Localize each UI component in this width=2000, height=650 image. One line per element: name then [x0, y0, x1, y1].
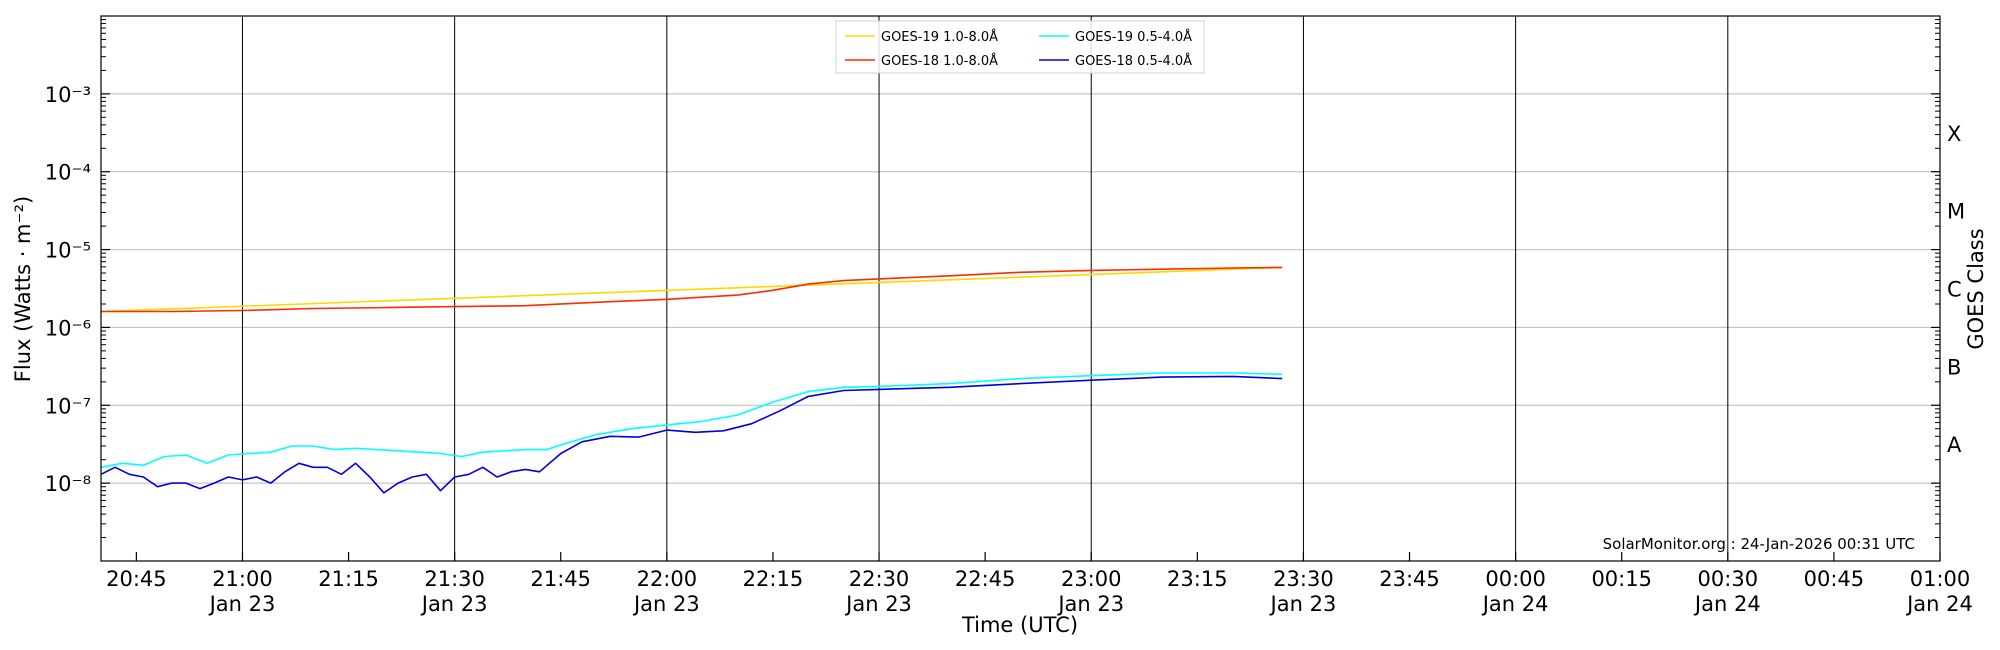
- x-axis-title: Time (UTC): [961, 613, 1078, 637]
- x-tick-date-label: Jan 23: [844, 592, 912, 616]
- x-tick-label: 21:15: [318, 567, 379, 591]
- grid: [101, 16, 1941, 561]
- x-tick-label: 23:15: [1167, 567, 1228, 591]
- goes-class-label: M: [1947, 200, 1965, 224]
- series-line: [100, 372, 1283, 469]
- y-tick-label: 10⁻³: [45, 83, 91, 107]
- x-tick-date-label: Jan 23: [420, 592, 488, 616]
- x-tick-label: 22:45: [955, 567, 1016, 591]
- goes-class-label: A: [1947, 433, 1962, 457]
- x-tick-label: 00:30: [1698, 567, 1759, 591]
- x-tick-label: 22:30: [849, 567, 910, 591]
- y2-axis-title: GOES Class: [1964, 228, 1988, 349]
- x-tick-label: 23:30: [1273, 567, 1334, 591]
- x-tick-label: 23:45: [1379, 567, 1440, 591]
- series-line: [101, 266, 1283, 313]
- legend-label: GOES-18 0.5-4.0Å: [1075, 53, 1192, 69]
- y-tick-label: 10⁻⁴: [45, 161, 91, 185]
- y-tick-label: 10⁻⁶: [45, 316, 91, 340]
- legend-label: GOES-18 1.0-8.0Å: [881, 53, 998, 69]
- x-tick-date-label: Jan 24: [1693, 592, 1761, 616]
- x-tick-date-label: Jan 23: [1056, 592, 1124, 616]
- legend-entries: GOES-19 1.0-8.0Å GOES-18 1.0-8.0Å GOES-19 …: [845, 29, 1192, 69]
- credit-text: SolarMonitor.org : 24-Jan-2026 00:31 UTC: [1603, 535, 1915, 553]
- x-tick-label: 00:15: [1591, 567, 1652, 591]
- goes-class-labels: A B C M X: [1947, 122, 1965, 457]
- y-axis-title: Flux (Watts · m⁻²): [11, 196, 35, 382]
- x-tick-label: 21:30: [424, 567, 485, 591]
- legend-label: GOES-19 0.5-4.0Å: [1075, 29, 1192, 45]
- y-tick-label: 10⁻⁷: [45, 394, 91, 418]
- y-axis-ticks: 10⁻⁸ 10⁻⁷ 10⁻⁶ 10⁻⁵ 10⁻⁴ 10⁻³: [45, 19, 1940, 539]
- goes-class-label: C: [1947, 278, 1962, 302]
- x-tick-date-label: Jan 24: [1905, 592, 1973, 616]
- plot-background: [101, 16, 1940, 561]
- series-line: [100, 375, 1283, 494]
- series-lines: [100, 266, 1283, 494]
- x-tick-date-label: Jan 23: [1269, 592, 1337, 616]
- x-tick-label: 00:00: [1485, 567, 1546, 591]
- x-tick-date-label: Jan 23: [632, 592, 700, 616]
- series-line: [100, 266, 1283, 313]
- x-tick-label: 21:45: [530, 567, 591, 591]
- y-tick-label: 10⁻⁸: [45, 472, 91, 496]
- plot-frame: [100, 15, 1941, 562]
- goes-class-label: B: [1947, 355, 1961, 379]
- x-tick-label: 22:00: [637, 567, 698, 591]
- x-tick-date-label: Jan 23: [208, 592, 276, 616]
- y-tick-label: 10⁻⁵: [45, 239, 91, 263]
- x-tick-date-label: Jan 24: [1481, 592, 1549, 616]
- legend-label: GOES-19 1.0-8.0Å: [881, 29, 998, 45]
- x-tick-label: 01:00: [1910, 567, 1971, 591]
- x-tick-label: 22:15: [743, 567, 804, 591]
- legend-box: [835, 20, 1205, 74]
- x-tick-label: 21:00: [212, 567, 273, 591]
- x-tick-label: 20:45: [106, 567, 167, 591]
- x-tick-label: 23:00: [1061, 567, 1122, 591]
- legend: GOES-19 1.0-8.0Å GOES-18 1.0-8.0Å GOES-19 …: [835, 20, 1205, 74]
- x-tick-label: 00:45: [1804, 567, 1865, 591]
- goes-class-label: X: [1947, 122, 1961, 146]
